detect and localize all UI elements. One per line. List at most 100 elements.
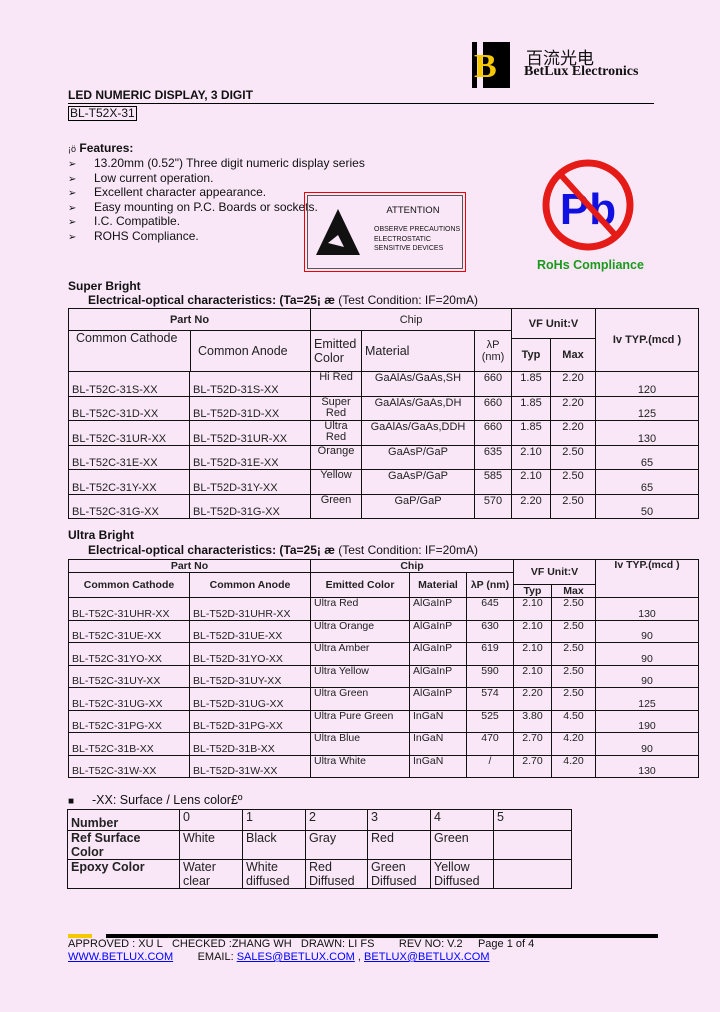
- footer-rule: [106, 934, 658, 938]
- table-cell: 0: [179, 809, 243, 831]
- table-cell: 660: [474, 371, 512, 397]
- table-cell: 90: [595, 664, 699, 688]
- table-cell: 125: [595, 687, 699, 711]
- table-cell: BL-T52D-31D-XX: [189, 395, 311, 421]
- table-cell: 2.50: [551, 664, 596, 688]
- table-cell: 660: [474, 395, 512, 421]
- table-cell: 630: [466, 619, 514, 643]
- table-cell: GaAlAs/GaAs,DH: [361, 395, 475, 421]
- table-cell: 65: [595, 469, 699, 495]
- table-cell: 2.70: [513, 732, 552, 756]
- table-row: BL-T52C-31UG-XX BL-T52D-31UG-XX Ultra Gree…: [68, 687, 699, 711]
- table-cell: BL-T52C-31B-XX: [68, 732, 190, 756]
- table-cell: 2.50: [550, 493, 596, 519]
- ultra-bright-heading: Ultra Bright: [68, 528, 134, 542]
- table-cell: 2.50: [551, 687, 596, 711]
- esd-attention-inner: [307, 195, 463, 269]
- table-cell: BL-T52C-31YO-XX: [68, 642, 190, 666]
- table-cell: Ultra Yellow: [310, 664, 410, 688]
- table-cell: InGaN: [409, 709, 467, 733]
- table-cell: /: [466, 754, 514, 778]
- col-iv: Iv TYP.(mcd ): [595, 308, 699, 372]
- table-cell: 130: [595, 420, 699, 446]
- table-cell: Ultra Pure Green: [310, 709, 410, 733]
- table-row: BL-T52C-31YO-XX BL-T52D-31YO-XX Ultra Ambe…: [68, 642, 699, 666]
- table-cell: 660: [474, 420, 512, 446]
- table-cell: 2.50: [551, 619, 596, 643]
- super-bright-table: Part No Chip VF Unit:V Iv TYP.(mcd ) Common…: [68, 307, 699, 519]
- table-row: BL-T52C-31UY-XX BL-T52D-31UY-XX Ultra Yell…: [68, 664, 699, 688]
- features-list: ➢ 13.20mm (0.52") Three digit numeric dis…: [68, 156, 365, 243]
- table-cell: 645: [466, 597, 514, 621]
- logo-en: BetLux Electronics: [524, 64, 639, 79]
- table-cell: 1.85: [511, 420, 551, 446]
- approved: APPROVED : XU L: [68, 938, 163, 950]
- betlux-logo: B: [472, 42, 510, 88]
- table-cell: BL-T52C-31Y-XX: [68, 469, 190, 495]
- table-cell: 1.85: [511, 395, 551, 421]
- betlux-email-link[interactable]: BETLUX@BETLUX.COM: [364, 951, 490, 963]
- table-cell: 5: [493, 809, 572, 831]
- table-cell: 3: [367, 809, 431, 831]
- table-cell: BL-T52D-31S-XX: [189, 371, 311, 397]
- logo-cn: 百流光电: [526, 49, 594, 69]
- table-row: Ref Surface Color White Black Gray Red Green: [67, 830, 572, 860]
- table-cell: 2.50: [551, 642, 596, 666]
- page-number: Page 1 of 4: [477, 938, 535, 950]
- table-cell: BL-T52C-31E-XX: [68, 444, 190, 470]
- website-link[interactable]: WWW.BETLUX.COM: [68, 951, 174, 963]
- table-cell: 2.10: [513, 664, 552, 688]
- table-cell: AlGaInP: [409, 687, 467, 711]
- table-row: BL-T52C-31PG-XX BL-T52D-31PG-XX Ultra Pure…: [68, 709, 699, 733]
- super-bright-subtitle: Electrical-optical characteristics: (Ta=…: [88, 293, 478, 307]
- col-chip: Chip: [310, 559, 514, 573]
- col-vf: VF Unit:V: [513, 559, 596, 585]
- table-cell: BL-T52C-31W-XX: [68, 754, 190, 778]
- table-cell: AlGaInP: [409, 597, 467, 621]
- table-cell: BL-T52C-31UR-XX: [68, 420, 190, 446]
- table-cell: 525: [466, 709, 514, 733]
- lens-color-table: Number 0 1 2 3 4 5 Ref Surface Color White Black G…: [67, 809, 572, 889]
- table-cell: Green: [310, 493, 362, 519]
- table-cell: BL-T52C-31G-XX: [68, 493, 190, 519]
- col-part-no: Part No: [68, 559, 311, 573]
- col-max: Max: [550, 338, 596, 372]
- part-number-box: BL-T52X-31: [68, 106, 137, 121]
- footer-accent-bar: [68, 934, 92, 938]
- table-cell: 4.50: [551, 709, 596, 733]
- table-cell: BL-T52D-31UE-XX: [189, 619, 311, 643]
- table-cell: BL-T52C-31PG-XX: [68, 709, 190, 733]
- table-cell: 2.20: [511, 493, 551, 519]
- table-cell: 90: [595, 619, 699, 643]
- table-cell: 1: [242, 809, 306, 831]
- table-cell: BL-T52C-31S-XX: [68, 371, 190, 397]
- table-cell: GaAsP/GaP: [361, 444, 475, 470]
- esd-warning-icon: [316, 209, 360, 255]
- features-bullet: ¡ö: [68, 144, 77, 154]
- features-title: Features:: [79, 141, 134, 155]
- attention-title: ATTENTION: [386, 205, 440, 216]
- email-label: EMAIL:: [197, 951, 234, 963]
- feature-item: ➢ Easy mounting on P.C. Boards or sockets…: [68, 199, 318, 214]
- col-vf: VF Unit:V: [511, 307, 596, 340]
- table-cell: 2.50: [550, 469, 596, 495]
- table-cell: 635: [474, 444, 512, 470]
- table-row: BL-T52C-31UE-XX BL-T52D-31UE-XX Ultra Oran…: [68, 619, 699, 643]
- col-max: Max: [551, 584, 596, 598]
- page-title: LED NUMERIC DISPLAY, 3 DIGIT: [68, 88, 253, 102]
- col-typ: Typ: [511, 338, 551, 372]
- col-part-no: Part No: [68, 308, 311, 331]
- feature-item: ➢ Excellent character appearance.: [68, 185, 267, 199]
- table-cell: Number: [67, 809, 180, 831]
- table-cell: 2.10: [511, 444, 551, 470]
- table-cell: Orange: [310, 444, 362, 470]
- table-cell: 1.85: [511, 371, 551, 397]
- table-cell: 585: [474, 469, 512, 495]
- sales-email-link[interactable]: SALES@BETLUX.COM: [236, 951, 355, 963]
- table-cell: 574: [466, 687, 514, 711]
- ultra-bright-subtitle: Electrical-optical characteristics: (Ta=…: [88, 543, 478, 557]
- table-cell: Ultra Red: [310, 597, 410, 621]
- ultra-bright-table: Part No Chip VF Unit:V Iv TYP.(mcd ) Common…: [68, 559, 699, 778]
- table-cell: 470: [466, 732, 514, 756]
- esd-attention-label: [304, 192, 466, 272]
